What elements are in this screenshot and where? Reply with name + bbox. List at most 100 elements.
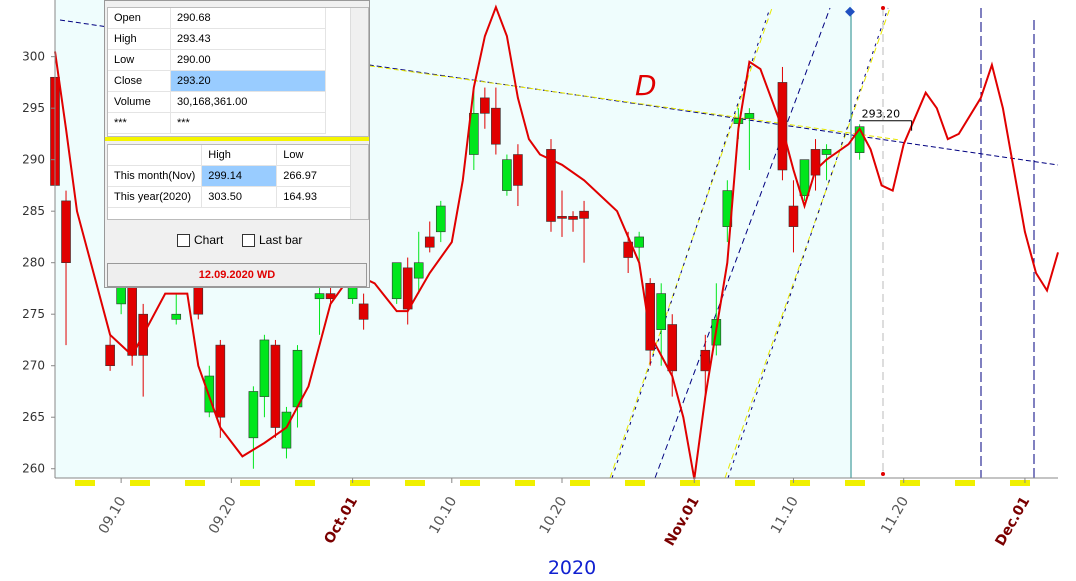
candle-body [424, 236, 435, 248]
checkbox[interactable]: Last bar [242, 233, 302, 247]
checkbox-box[interactable] [242, 233, 255, 247]
axis-strip [295, 480, 315, 486]
candle-body [358, 303, 369, 320]
annotation: D [635, 69, 657, 102]
candle-body [513, 154, 523, 186]
quote-table: Open 290.68 High 293.43 Low 290.00 Close 293.20… [107, 7, 369, 137]
range-grid: High Low This month(Nov) 299.14 266.97 This y… [108, 145, 353, 208]
candle-body [656, 293, 667, 330]
y-tick-label: 280 [22, 256, 45, 270]
range-row: This year(2020) 303.50 164.93 [108, 186, 353, 208]
candle-body [292, 349, 303, 408]
axis-strip [570, 480, 590, 486]
candle-body [733, 118, 744, 124]
separator [105, 137, 369, 141]
channel-line [724, 7, 891, 479]
candle-body [61, 200, 71, 263]
range-header-row: High Low [108, 145, 353, 166]
checkbox-label: Last bar [259, 233, 303, 247]
x-tick-label: 10.20 [537, 494, 571, 537]
x-axis-title: 2020 [548, 557, 596, 579]
range-cell: 266.97 [276, 165, 353, 187]
x-tick-label: Oct.01 [321, 494, 361, 547]
candle-body [469, 113, 479, 155]
y-tick-label: 285 [22, 204, 45, 218]
range-header: Low [276, 145, 353, 166]
axis-strip [1010, 480, 1030, 486]
candle-body [314, 293, 325, 300]
axis-strip [845, 480, 865, 486]
marker [881, 6, 885, 10]
quote-grid: Open 290.68 High 293.43 Low 290.00 Close 293.20… [108, 8, 326, 134]
axis-strip [460, 480, 480, 486]
quote-cell: High [108, 28, 171, 50]
y-tick-label: 265 [22, 410, 45, 424]
indicator-line [54, 4, 1059, 480]
quote-cell: 293.20 [170, 70, 326, 92]
candle-body [799, 159, 810, 197]
y-tick-label: 275 [22, 307, 45, 321]
y-tick-label: 290 [22, 153, 45, 167]
quote-cell: Close [108, 70, 171, 92]
checkbox[interactable]: Chart [177, 233, 223, 247]
marker [881, 472, 885, 476]
axis-strip [130, 480, 150, 486]
range-cell: 164.93 [276, 186, 353, 208]
candle-body [402, 267, 413, 310]
range-cell: 303.50 [201, 186, 278, 208]
y-tick-label: 295 [22, 101, 45, 115]
channel-line [727, 7, 889, 479]
info-panel: Open 290.68 High 293.43 Low 290.00 Close 293.20… [104, 0, 370, 288]
quote-cell: 290.00 [170, 49, 326, 71]
candle-body [480, 97, 490, 114]
range-cell: This month(Nov) [108, 165, 203, 187]
axis-strip [625, 480, 645, 486]
range-header: High [201, 145, 278, 166]
y-tick-label: 260 [22, 462, 45, 476]
candle-body [248, 391, 259, 439]
candle-body [491, 107, 501, 145]
candle-body [105, 344, 115, 367]
candle-body [546, 149, 556, 222]
quote-row: Close 293.20 [108, 70, 326, 92]
range-cell: This year(2020) [108, 186, 203, 208]
trend-line [369, 65, 901, 141]
axis-strip [405, 480, 425, 486]
checkbox-box[interactable] [177, 233, 190, 247]
axis-strip [350, 480, 370, 486]
scrollbar[interactable] [350, 145, 368, 219]
candle-body [700, 349, 711, 372]
quote-cell: 293.43 [170, 28, 326, 50]
axis-strip [790, 480, 810, 486]
range-row: This month(Nov) 299.14 266.97 [108, 165, 353, 187]
candle-body [821, 149, 832, 155]
y-tick-label: 300 [22, 50, 45, 64]
candle-body [413, 262, 424, 279]
quote-cell: 30,168,361.00 [170, 91, 326, 113]
marks: 293.20 [50, 4, 1059, 480]
candle-body [645, 282, 655, 351]
quote-cell: *** [170, 112, 326, 134]
quote-cell: Low [108, 49, 171, 71]
quote-row: Open 290.68 [108, 8, 326, 29]
candle-body [391, 262, 402, 300]
x-tick-label: 09.20 [206, 494, 240, 537]
candle-body [502, 159, 512, 191]
x-tick-label: 09.10 [96, 494, 130, 537]
axis-strip [185, 480, 205, 486]
channel-line [611, 7, 771, 479]
quote-cell: 290.68 [170, 8, 326, 29]
candle-body [557, 216, 567, 219]
axis-strip [735, 480, 755, 486]
checkbox-label: Chart [194, 233, 224, 247]
axis-strip [240, 480, 260, 486]
x-tick-label: Nov.01 [662, 494, 703, 549]
scrollbar[interactable] [350, 8, 368, 136]
range-table: High Low This month(Nov) 299.14 266.97 This y… [107, 144, 369, 220]
x-tick-label: 10.10 [426, 494, 460, 537]
quote-cell: Open [108, 8, 171, 29]
axis-strip [515, 480, 535, 486]
quote-cell: *** [108, 112, 171, 134]
